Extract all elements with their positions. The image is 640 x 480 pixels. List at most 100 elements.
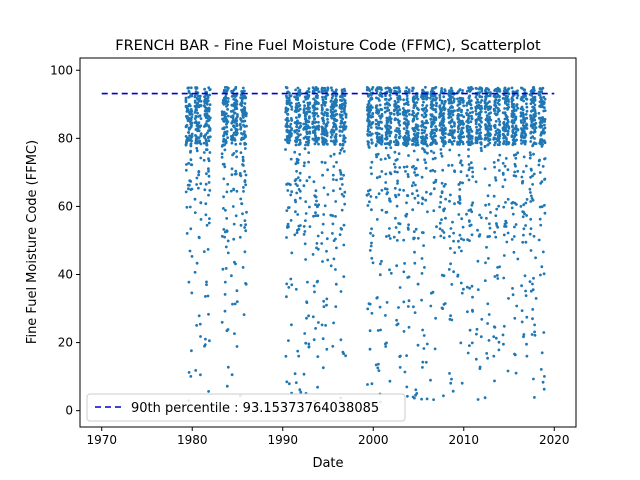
ffmc-point [226, 114, 230, 118]
ffmc-point [388, 237, 392, 240]
ffmc-point [314, 211, 317, 215]
ffmc-point [379, 107, 383, 111]
ffmc-point [243, 147, 247, 150]
ffmc-point [222, 134, 226, 137]
ffmc-point [296, 213, 300, 216]
ffmc-point [530, 333, 534, 336]
ffmc-point [520, 95, 524, 99]
ffmc-point [395, 143, 399, 147]
ffmc-point [307, 120, 311, 124]
ffmc-point [503, 134, 507, 138]
ffmc-point [487, 203, 491, 206]
ffmc-point [369, 98, 372, 102]
ffmc-point [402, 113, 406, 117]
ffmc-point [539, 273, 542, 277]
ffmc-point [303, 147, 307, 151]
ffmc-point [307, 342, 311, 346]
ffmc-point [513, 352, 516, 356]
ffmc-point [234, 98, 238, 102]
ffmc-point [226, 108, 230, 111]
ffmc-point [188, 126, 192, 130]
ffmc-point [492, 194, 496, 198]
ffmc-point [442, 231, 446, 234]
ffmc-point [302, 225, 306, 228]
ffmc-point [204, 295, 207, 298]
ffmc-point [286, 116, 289, 120]
ffmc-point [495, 274, 499, 277]
ffmc-point [312, 109, 316, 112]
ffmc-point [375, 155, 378, 159]
ffmc-point [376, 126, 379, 130]
ffmc-point [313, 142, 317, 146]
ffmc-point [307, 135, 311, 139]
ffmc-point [370, 138, 373, 142]
ffmc-point [335, 112, 339, 116]
ffmc-point [439, 234, 443, 238]
ffmc-point [421, 141, 424, 144]
ffmc-point [393, 108, 396, 112]
ffmc-point [396, 105, 399, 109]
ffmc-point [514, 174, 518, 178]
ffmc-point [422, 334, 426, 337]
ffmc-point [202, 158, 206, 162]
ffmc-point [416, 158, 420, 162]
ffmc-point [207, 167, 210, 171]
ffmc-point [303, 95, 307, 99]
ffmc-point [411, 143, 414, 146]
ffmc-point [510, 238, 514, 241]
ffmc-point [377, 120, 380, 124]
ffmc-point [420, 175, 424, 179]
ffmc-point [233, 332, 236, 335]
ffmc-point [516, 94, 520, 97]
ffmc-point [442, 236, 446, 240]
ffmc-point [395, 90, 398, 94]
ffmc-point [494, 178, 498, 182]
ffmc-point [313, 137, 317, 141]
ffmc-point [496, 128, 500, 132]
ffmc-point [542, 127, 545, 131]
ffmc-point [195, 149, 199, 153]
ffmc-point [185, 110, 189, 113]
ffmc-point [225, 105, 228, 108]
ffmc-point [331, 214, 335, 218]
ffmc-point [313, 290, 316, 294]
ffmc-point [303, 230, 307, 233]
legend-box [86, 393, 406, 422]
ffmc-point [316, 94, 319, 98]
ffmc-point [224, 267, 228, 270]
ffmc-point [395, 264, 399, 268]
ffmc-point [538, 171, 542, 174]
ffmc-point [506, 118, 509, 122]
ffmc-point [235, 289, 239, 293]
ffmc-point [185, 106, 189, 110]
ffmc-point [506, 231, 510, 235]
x-tick-label: 2020 [539, 433, 570, 447]
ffmc-point [487, 139, 490, 143]
ffmc-point [513, 225, 516, 229]
ffmc-point [398, 123, 402, 127]
ffmc-point [534, 126, 538, 129]
ffmc-point [497, 99, 501, 103]
ffmc-point [438, 105, 441, 109]
ffmc-point [467, 163, 471, 166]
ffmc-point [203, 99, 207, 103]
ffmc-point [480, 95, 484, 99]
ffmc-point [423, 129, 427, 133]
ffmc-point [383, 106, 387, 110]
ffmc-point [195, 86, 199, 89]
ffmc-point [316, 204, 319, 208]
ffmc-point [321, 126, 325, 130]
ffmc-point [406, 175, 410, 179]
ffmc-point [329, 99, 333, 103]
ffmc-point [371, 112, 374, 116]
ffmc-point [432, 209, 436, 213]
ffmc-point [529, 130, 533, 134]
ffmc-point [458, 201, 462, 205]
ffmc-point [416, 236, 420, 240]
ffmc-point [520, 98, 523, 102]
ffmc-point [371, 106, 374, 109]
ffmc-point [411, 192, 414, 196]
y-tick-label: 40 [58, 267, 73, 281]
ffmc-point [369, 123, 373, 127]
ffmc-point [532, 276, 535, 280]
